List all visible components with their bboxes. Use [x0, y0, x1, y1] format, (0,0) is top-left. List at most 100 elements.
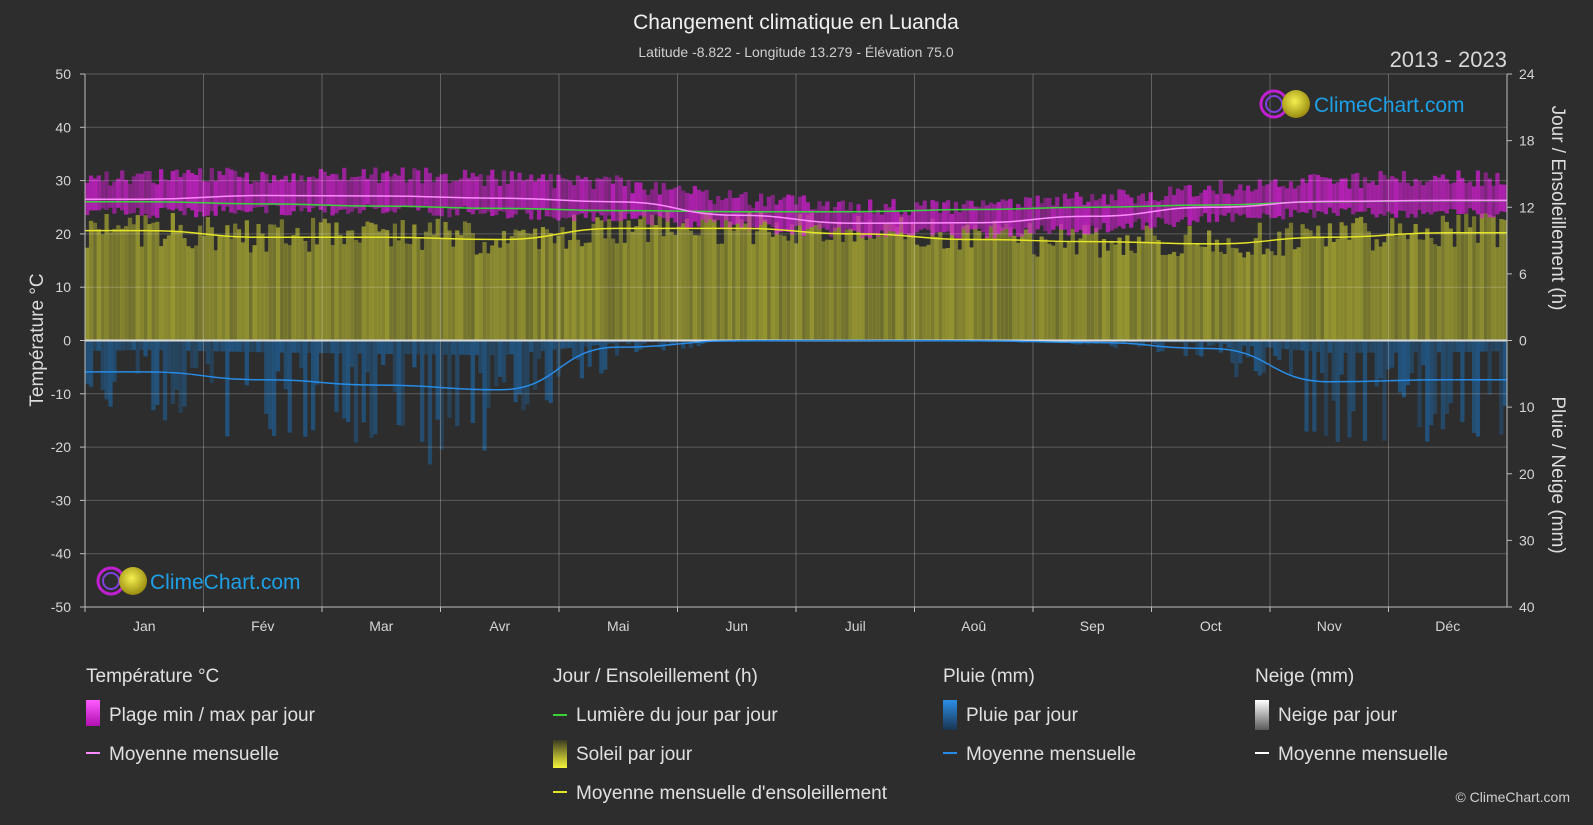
temp-range-day-bar	[743, 191, 748, 222]
rain-day-bar	[412, 340, 417, 368]
sunshine-day-bar	[521, 229, 526, 341]
rain-day-bar	[1370, 340, 1375, 353]
sunshine-day-bar	[1491, 216, 1496, 341]
rain-day-bar	[396, 340, 401, 426]
sunshine-day-bar	[723, 215, 729, 341]
temp-range-day-bar	[1261, 185, 1266, 214]
temp-range-day-bar	[813, 209, 818, 226]
temp-range-day-bar	[233, 170, 238, 214]
temp-range-day-bar	[575, 175, 581, 215]
sunshine-day-bar	[669, 231, 674, 341]
temp-range-day-bar	[692, 185, 698, 222]
temp-range-day-bar	[447, 183, 452, 218]
brand-logo-top[interactable]: ClimeChart.com	[1259, 89, 1465, 119]
sunshine-day-bar	[910, 223, 916, 341]
temp-range-day-bar	[275, 180, 281, 206]
temp-range-day-bar	[423, 167, 429, 206]
sunshine-day-bar	[123, 226, 129, 341]
temp-range-day-bar	[1436, 177, 1442, 212]
sunshine-day-bar	[1207, 230, 1212, 341]
rain-day-bar	[221, 340, 226, 352]
rain-day-bar	[459, 340, 464, 355]
rain-day-bar	[314, 340, 320, 385]
temp-range-day-bar	[412, 168, 417, 208]
rain-day-bar	[564, 340, 569, 349]
sunshine-day-bar	[213, 250, 218, 341]
sunshine-day-bar	[992, 220, 997, 341]
sunshine-day-bar	[1452, 246, 1457, 341]
sunshine-day-bar	[1464, 213, 1469, 341]
temp-range-day-bar	[131, 176, 136, 214]
left-axis-title: Température °C	[27, 273, 48, 406]
rain-day-bar	[1471, 340, 1477, 433]
sunshine-day-bar	[864, 239, 869, 341]
rain-day-bar	[673, 340, 678, 344]
temp-range-day-bar	[1273, 179, 1278, 218]
brand-logo-bottom[interactable]: ClimeChart.com	[96, 566, 301, 596]
sunshine-day-bar	[836, 221, 842, 341]
rain-day-bar	[435, 340, 440, 420]
temp-range-day-bar	[1230, 195, 1235, 222]
sunshine-day-bar	[357, 242, 362, 341]
rain-day-bar	[279, 340, 285, 353]
legend-heading: Jour / Ensoleillement (h)	[553, 666, 758, 687]
rain-day-bar	[147, 340, 152, 350]
right-bottom-axis-title: Pluie / Neige (mm)	[1547, 396, 1568, 553]
temp-range-day-bar	[1012, 210, 1017, 229]
sunshine-day-bar	[895, 227, 900, 341]
rain-day-bar	[1475, 340, 1481, 437]
sunshine-day-bar	[96, 229, 101, 341]
sunshine-day-bar	[1094, 227, 1099, 341]
sunshine-day-bar	[1101, 239, 1107, 341]
rain-day-bar	[1382, 340, 1387, 441]
rain-day-bar	[1210, 340, 1216, 346]
sunshine-day-bar	[209, 227, 214, 341]
rain-day-bar	[326, 340, 331, 354]
sunshine-day-bar	[1479, 213, 1484, 341]
temp-range-day-bar	[420, 183, 425, 208]
rain-day-bar	[1273, 340, 1278, 357]
temp-range-day-bar	[977, 206, 982, 229]
sunshine-day-bar	[268, 224, 273, 341]
legend-heading: Neige (mm)	[1255, 666, 1354, 687]
rain-day-bar	[217, 340, 222, 352]
rain-day-bar	[404, 340, 409, 355]
rain-day-bar	[642, 340, 647, 344]
sunshine-day-bar	[1265, 248, 1270, 341]
sunshine-day-bar	[326, 223, 331, 341]
sunshine-day-bar	[684, 218, 690, 341]
temp-range-day-bar	[482, 185, 487, 214]
sunshine-day-bar	[462, 221, 468, 341]
sunshine-day-bar	[575, 239, 581, 341]
sunshine-day-bar	[505, 243, 511, 341]
temp-range-day-bar	[1456, 170, 1461, 215]
sunshine-day-bar	[408, 244, 413, 341]
temp-range-day-bar	[1355, 173, 1360, 212]
rain-day-bar	[104, 340, 109, 400]
sunshine-day-bar	[1210, 251, 1216, 341]
sunshine-day-bar	[536, 249, 542, 341]
sunshine-day-bar	[1055, 241, 1060, 341]
sunshine-day-bar	[595, 217, 600, 341]
month-label: Mar	[369, 618, 393, 634]
sunshine-day-bar	[1475, 242, 1481, 341]
sunshine-day-bar	[1012, 235, 1017, 341]
sunshine-day-bar	[1436, 246, 1442, 341]
legend-label: Moyenne mensuelle	[109, 744, 279, 765]
sunshine-day-bar	[1035, 256, 1040, 341]
temp-range-day-bar	[299, 175, 304, 212]
sunshine-day-bar	[1156, 239, 1161, 341]
rain-day-bar	[291, 340, 296, 353]
rain-day-bar	[1503, 340, 1508, 407]
temp-range-day-bar	[162, 179, 168, 208]
legend-label: Moyenne mensuelle	[1278, 744, 1448, 765]
rain-day-bar	[260, 340, 265, 353]
temp-range-day-bar	[1378, 171, 1383, 214]
temp-range-day-bar	[836, 201, 842, 228]
sunshine-day-bar	[899, 216, 904, 341]
rain-day-bar	[1483, 340, 1488, 352]
sunshine-day-bar	[918, 246, 923, 341]
temp-range-day-bar	[408, 179, 413, 208]
temp-range-day-bar	[209, 168, 214, 212]
rain-day-bar	[229, 340, 234, 352]
